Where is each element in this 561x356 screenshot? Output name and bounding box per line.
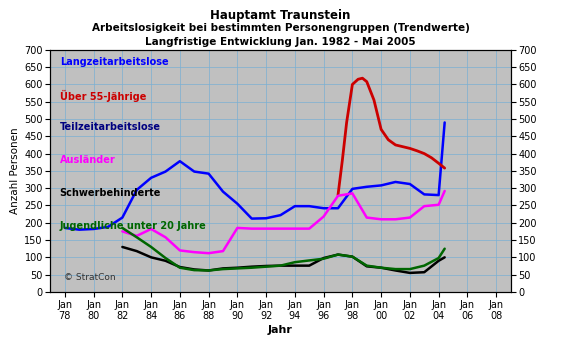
Text: © StratCon: © StratCon — [65, 273, 116, 282]
Text: Hauptamt Traunstein: Hauptamt Traunstein — [210, 9, 351, 22]
Text: Über 55-Jährige: Über 55-Jährige — [59, 90, 146, 102]
Text: Langfristige Entwicklung Jan. 1982 - Mai 2005: Langfristige Entwicklung Jan. 1982 - Mai… — [145, 37, 416, 47]
Text: Ausländer: Ausländer — [59, 155, 116, 165]
Text: Schwerbehinderte: Schwerbehinderte — [59, 188, 161, 198]
Text: Jugendliche unter 20 Jahre: Jugendliche unter 20 Jahre — [59, 220, 206, 230]
Y-axis label: Anzahl Personen: Anzahl Personen — [10, 127, 20, 214]
X-axis label: Jahr: Jahr — [268, 325, 293, 335]
Text: Langzeitarbeitslose: Langzeitarbeitslose — [59, 57, 168, 67]
Text: Teilzeitarbeitslose: Teilzeitarbeitslose — [59, 122, 160, 132]
Text: Arbeitslosigkeit bei bestimmten Personengruppen (Trendwerte): Arbeitslosigkeit bei bestimmten Personen… — [91, 23, 470, 33]
